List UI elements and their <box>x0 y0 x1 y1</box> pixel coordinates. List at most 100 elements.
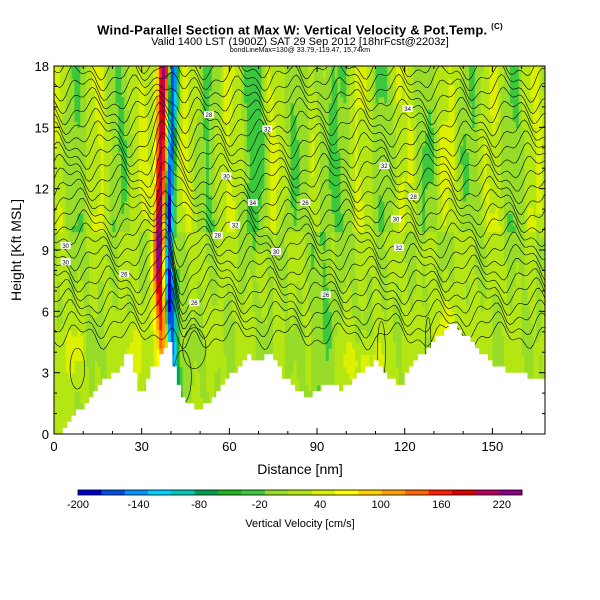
w-cell <box>188 127 192 135</box>
w-cell <box>159 231 163 239</box>
w-cell <box>229 188 233 196</box>
w-cell <box>159 274 163 282</box>
w-cell <box>56 237 61 245</box>
w-cell <box>100 262 105 269</box>
w-cell <box>141 66 146 73</box>
w-cell <box>170 360 175 368</box>
w-cell <box>103 219 108 227</box>
w-cell <box>156 170 160 177</box>
w-cell <box>205 219 210 227</box>
w-cell <box>249 213 254 220</box>
w-cell <box>71 342 76 349</box>
w-cell <box>89 317 93 325</box>
w-cell <box>235 280 239 288</box>
w-cell <box>235 305 239 312</box>
w-cell <box>74 348 78 355</box>
w-cell <box>118 317 122 325</box>
w-cell <box>147 366 152 374</box>
w-cell <box>94 378 99 386</box>
w-cell <box>214 133 219 141</box>
w-cell <box>203 348 207 355</box>
w-cell <box>211 384 216 392</box>
w-cell <box>249 78 254 85</box>
w-cell <box>80 397 84 404</box>
w-cell <box>179 66 184 73</box>
w-cell <box>243 133 248 141</box>
w-cell <box>176 151 181 159</box>
w-cell <box>173 286 178 294</box>
w-cell <box>258 237 263 245</box>
w-cell <box>80 274 84 282</box>
w-cell <box>112 213 116 220</box>
w-cell <box>200 286 204 294</box>
w-cell <box>80 237 84 245</box>
w-cell <box>156 133 160 141</box>
w-cell <box>261 268 266 276</box>
w-cell <box>118 256 122 263</box>
w-cell <box>144 342 149 349</box>
w-cell <box>220 243 225 251</box>
w-cell <box>162 78 166 85</box>
w-cell <box>62 170 67 177</box>
w-cell <box>74 237 78 245</box>
w-cell <box>220 133 225 141</box>
w-cell <box>141 317 146 325</box>
w-cell <box>182 194 187 202</box>
w-cell <box>211 372 216 380</box>
w-cell <box>54 66 58 73</box>
w-cell <box>83 391 87 398</box>
w-cell <box>211 311 216 319</box>
w-cell <box>147 188 152 196</box>
w-cell <box>138 121 143 128</box>
w-cell <box>226 182 230 190</box>
w-cell <box>109 329 114 337</box>
w-cell <box>191 286 195 294</box>
w-cell <box>156 231 160 239</box>
w-cell <box>127 256 131 263</box>
w-cell <box>235 115 239 122</box>
w-cell <box>71 78 76 85</box>
w-cell <box>153 207 157 214</box>
w-cell <box>127 342 131 349</box>
w-cell <box>97 219 102 227</box>
w-cell <box>238 256 242 263</box>
w-cell <box>241 200 245 208</box>
w-cell <box>56 139 61 147</box>
w-cell <box>129 170 134 177</box>
w-cell <box>135 207 140 214</box>
w-cell <box>162 194 166 202</box>
w-cell <box>226 231 230 239</box>
w-cell <box>94 366 99 374</box>
w-cell <box>176 250 181 257</box>
w-cell <box>109 348 114 355</box>
w-cell <box>103 360 108 368</box>
w-cell <box>241 121 245 128</box>
w-cell <box>115 250 119 257</box>
w-cell <box>150 360 154 368</box>
w-cell <box>214 243 219 251</box>
w-cell <box>170 90 175 98</box>
w-cell <box>115 176 119 184</box>
w-cell <box>147 164 152 171</box>
w-cell <box>232 194 236 202</box>
w-cell <box>200 121 204 128</box>
w-cell <box>77 96 81 104</box>
w-cell <box>252 250 257 257</box>
w-cell <box>229 286 233 294</box>
w-cell <box>232 311 236 319</box>
w-cell <box>214 305 219 312</box>
w-cell <box>80 188 84 196</box>
w-cell <box>86 102 90 110</box>
w-cell <box>208 78 213 85</box>
w-cell <box>59 335 64 343</box>
w-cell <box>185 317 190 325</box>
w-cell <box>249 286 254 294</box>
w-cell <box>235 317 239 325</box>
w-cell <box>77 176 81 184</box>
w-cell <box>71 311 76 319</box>
w-cell <box>153 299 157 306</box>
w-cell <box>54 108 58 116</box>
w-cell <box>68 151 73 159</box>
w-cell <box>68 391 73 398</box>
w-cell <box>62 354 67 361</box>
